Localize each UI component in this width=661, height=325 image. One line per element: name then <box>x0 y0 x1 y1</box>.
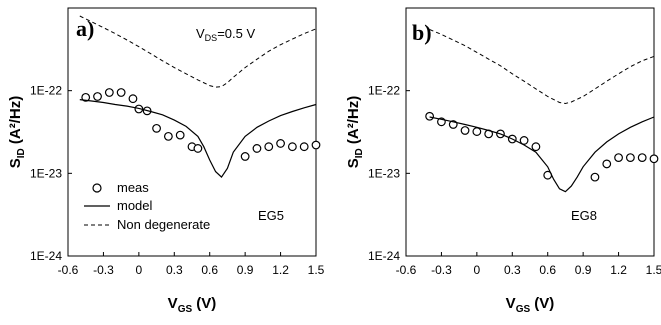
panel-a-meas-point <box>193 144 203 153</box>
panel-a-y-tick-label: 1E-23 <box>30 166 62 180</box>
panel-b-meas-point <box>625 153 635 162</box>
panel-a-x-tick-label: 0 <box>136 263 143 277</box>
panel-a-x-tick-label: 0.9 <box>237 263 254 277</box>
panel-a-meas-point <box>299 142 309 152</box>
panel-b-meas-point <box>602 159 612 169</box>
panel-a-y-axis-label: SID (A²/Hz) <box>7 96 27 169</box>
panel-a-meas-point <box>93 92 102 101</box>
legend-meas-label: meas <box>117 180 149 195</box>
panel-a-y-tick-label: 1E-22 <box>30 84 62 98</box>
panel-a-x-tick-label: 1.2 <box>272 263 289 277</box>
panel-b-meas-point <box>649 154 659 164</box>
panel-a-x-tick-label: 0.3 <box>166 263 183 277</box>
panel-a-vds-annotation: VDS=0.5 V <box>196 26 255 43</box>
panel-b-x-axis-label: VGS (V) <box>506 295 555 315</box>
panel-b-nondegenerate-line <box>429 29 655 105</box>
panel-b-meas-point <box>425 111 435 121</box>
panel-a-meas-point <box>104 88 114 97</box>
panel-a-legend: meas model Non degenerate <box>84 180 210 232</box>
panel-a-nondegenerate-line <box>79 15 317 88</box>
panel-a-plot-frame <box>67 7 317 257</box>
panel-a-model-line <box>79 99 317 179</box>
panel-a-x-axis-label: VGS (V) <box>168 295 217 315</box>
panel-b-x-tick-label: 0.9 <box>575 263 592 277</box>
panel-a-x-tick-label: -0.6 <box>58 263 79 277</box>
panel-b-y-tick-label: 1E-24 <box>368 249 400 263</box>
panel-a-meas-point <box>264 142 274 152</box>
panel-b-x-tick-label: -0.3 <box>431 263 452 277</box>
panel-a-meas-point <box>240 152 250 161</box>
panel-b-x-tick-label: 0 <box>474 263 481 277</box>
legend-meas-marker <box>92 183 102 193</box>
panel-b-sample-label: EG8 <box>571 208 597 223</box>
panel-a: a) VDS=0.5 V EG5 meas model Non degenera… <box>7 7 325 315</box>
panel-b-y-tick-label: 1E-22 <box>368 84 400 98</box>
panel-b-y-axis-label: SID (A²/Hz) <box>345 96 365 169</box>
panel-b-meas-point <box>472 127 482 136</box>
panel-b-label: b) <box>412 20 432 45</box>
panel-a-meas-point <box>276 139 285 148</box>
panel-a-meas-point <box>128 94 138 104</box>
panel-b-model-line <box>429 116 655 193</box>
panel-a-meas-point <box>252 144 262 153</box>
panel-a-label: a) <box>76 16 94 41</box>
panel-a-meas-point <box>163 131 173 141</box>
panel-b-meas-point <box>460 126 470 135</box>
panel-a-meas-point <box>116 88 126 97</box>
panel-b-x-tick-label: 0.6 <box>539 263 556 277</box>
panel-a-meas-point <box>81 92 91 102</box>
legend-nondegenerate-label: Non degenerate <box>117 217 210 232</box>
panel-a-x-tick-label: -0.3 <box>93 263 114 277</box>
legend-model-label: model <box>117 198 153 213</box>
panel-b-x-tick-label: 1.5 <box>646 263 661 277</box>
panel-b-meas-point <box>519 136 529 145</box>
panel-a-sample-label: EG5 <box>258 208 284 223</box>
panel-b-meas-point <box>531 142 541 152</box>
panel-b-x-tick-label: 1.2 <box>610 263 627 277</box>
panel-b-meas-point <box>637 153 647 162</box>
panel-a-meas-point <box>175 130 185 140</box>
panel-a-meas-point <box>287 142 297 152</box>
panel-b-plot-frame <box>405 7 655 257</box>
panel-b-meas-point <box>590 172 600 182</box>
panel-b-meas-point <box>614 153 623 162</box>
panel-b-x-tick-label: 0.3 <box>504 263 521 277</box>
panel-b: b) EG8 VGS (V) SID (A²/Hz) -0.6 -0.3 0 0.3 0… <box>345 7 661 315</box>
panel-b-x-tick-label: -0.6 <box>396 263 417 277</box>
panel-a-meas-point <box>152 123 161 133</box>
panel-b-y-tick-label: 1E-23 <box>368 166 400 180</box>
panel-a-y-tick-label: 1E-24 <box>30 249 62 263</box>
panel-a-meas-point <box>311 140 321 150</box>
panel-a-x-tick-label: 1.5 <box>308 263 325 277</box>
panel-a-x-tick-label: 0.6 <box>201 263 218 277</box>
